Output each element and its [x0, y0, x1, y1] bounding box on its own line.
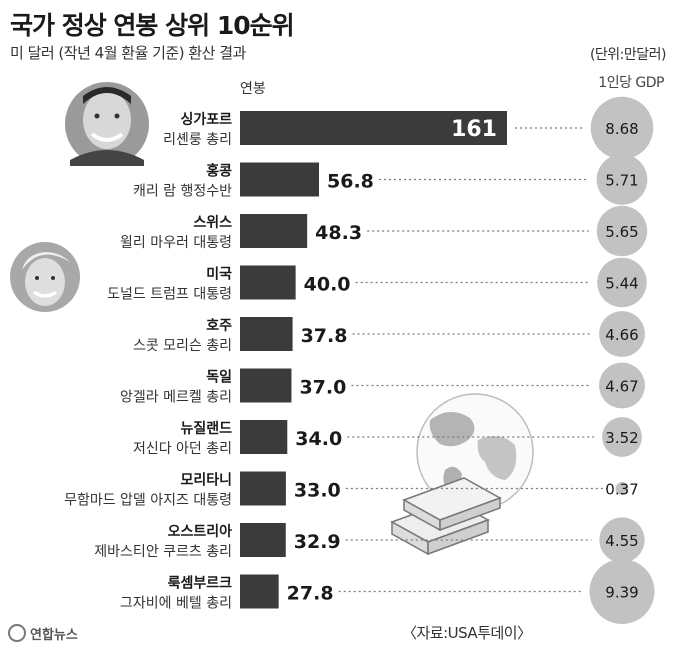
- salary-bar: [240, 523, 286, 557]
- salary-value-label: 48.3: [315, 222, 362, 244]
- salary-bar: [240, 574, 279, 609]
- leader-label: 도널드 트럼프 대통령: [107, 287, 232, 303]
- country-label: 오스트리아: [168, 523, 233, 540]
- gdp-circle: [596, 154, 648, 205]
- chart-title: 국가 정상 연봉 상위 10순위: [10, 11, 295, 40]
- gdp-value-label: 4.67: [605, 378, 638, 396]
- gdp-value-label: 4.55: [605, 532, 638, 550]
- leader-label: 리셴룽 총리: [163, 132, 232, 148]
- money-stack-illustration: [390, 477, 502, 556]
- country-label: 독일: [206, 370, 232, 386]
- country-label: 룩셈부르크: [168, 575, 233, 592]
- gdp-value-label: 3.52: [605, 429, 638, 447]
- salary-bar: [240, 317, 293, 351]
- gdp-circle: [599, 517, 645, 563]
- leader-label: 무함마드 압델 아지즈 대통령: [64, 493, 232, 509]
- chart-subtitle: 미 달러 (작년 4월 환율 기준) 환산 결과: [10, 44, 246, 62]
- salary-bar: [240, 420, 288, 454]
- gdp-value-label: 4.66: [605, 326, 638, 344]
- logo-text: 연합뉴스: [30, 628, 78, 643]
- salary-value-label: 37.0: [299, 377, 346, 399]
- country-label: 미국: [206, 267, 232, 283]
- gdp-value-label: 0.37: [605, 481, 638, 499]
- salary-value-label: 33.0: [294, 480, 341, 502]
- salary-value-label: 40.0: [304, 274, 351, 296]
- salary-value-label: 37.8: [301, 325, 348, 347]
- salary-bar: [240, 471, 286, 506]
- lee-hsien-loong-portrait: [65, 82, 149, 166]
- country-label: 호주: [206, 318, 232, 334]
- salary-value-label: 161: [451, 117, 497, 142]
- source-label: 〈자료:USA투데이〉: [402, 624, 532, 642]
- country-label: 스위스: [193, 215, 232, 231]
- gdp-value-label: 9.39: [605, 584, 638, 602]
- country-label: 홍콩: [206, 163, 232, 180]
- gdp-circle: [597, 257, 647, 308]
- gdp-circle: [602, 417, 642, 457]
- leader-label: 그자비에 베텔 총리: [120, 596, 232, 612]
- salary-value-label: 34.0: [295, 428, 342, 450]
- salary-value-label: 56.8: [327, 171, 374, 193]
- leader-label: 앙겔라 메르켈 총리: [120, 390, 232, 406]
- country-label: 싱가포르: [180, 112, 232, 128]
- gdp-value-label: 5.65: [605, 223, 638, 241]
- salary-bar: [240, 162, 319, 197]
- gdp-value-label: 5.71: [605, 172, 638, 190]
- leader-label: 저신다 아던 총리: [133, 441, 232, 457]
- leader-label: 스콧 모리슨 총리: [133, 338, 232, 354]
- country-label: 뉴질랜드: [180, 420, 232, 437]
- salary-bar: [240, 265, 296, 300]
- salary-value-label: 32.9: [294, 531, 341, 553]
- gdp-value-label: 8.68: [605, 120, 638, 138]
- yonhap-logo: 연합뉴스: [8, 624, 78, 643]
- salary-bar: [240, 111, 507, 145]
- gdp-circle: [599, 311, 645, 357]
- salary-column-label: 연봉: [240, 81, 266, 97]
- yonhap-logo-icon: [8, 624, 26, 642]
- gdp-circle: [589, 559, 655, 624]
- gdp-circle: [590, 96, 654, 160]
- salary-bar: [240, 214, 308, 248]
- leader-label: 윌리 마우러 대통령: [120, 235, 232, 251]
- gdp-circle: [596, 205, 648, 257]
- leader-label: 캐리 람 행정수반: [133, 184, 232, 200]
- leader-label: 제바스티안 쿠르츠 총리: [94, 544, 232, 560]
- salary-bar: [240, 368, 292, 403]
- gdp-value-label: 5.44: [605, 275, 638, 293]
- gdp-column-label: 1인당 GDP: [598, 75, 664, 91]
- donald-trump-portrait: [10, 242, 80, 312]
- salary-value-label: 27.8: [287, 583, 334, 605]
- country-label: 모리타니: [180, 473, 232, 489]
- gdp-circle: [599, 362, 645, 409]
- unit-label: (단위:만달러): [589, 47, 667, 63]
- gdp-circle: [615, 482, 629, 495]
